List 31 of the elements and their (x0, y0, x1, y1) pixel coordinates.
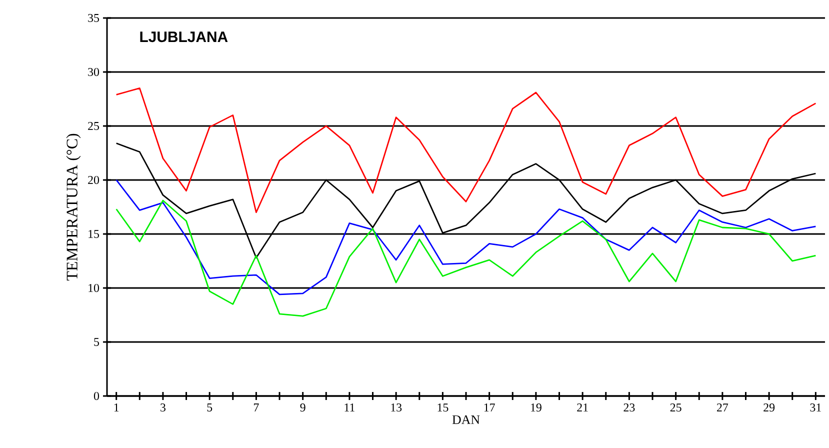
x-tick-label: 15 (438, 404, 448, 412)
x-tick-label: 19 (531, 404, 542, 412)
x-tick-label: 31 (810, 404, 821, 412)
line-series (116, 179, 816, 296)
x-tick-label: 7 (254, 404, 259, 412)
x-tick-label: 23 (624, 404, 635, 412)
x-tick-label: 29 (764, 404, 775, 412)
y-tick-label: 5 (94, 338, 100, 346)
x-tick-label: 5 (207, 404, 212, 412)
x-tick-label: 27 (716, 404, 728, 412)
x-tick-label: 21 (577, 404, 588, 412)
y-tick-label: 15 (88, 230, 100, 238)
y-tick-label: 30 (88, 68, 100, 76)
y-tick-label: 20 (88, 176, 100, 184)
y-tick-label: 35 (88, 14, 100, 22)
line-series (116, 200, 816, 317)
x-tick-label: 11 (344, 404, 354, 412)
x-axis-title: DAN (452, 415, 480, 424)
y-tick-label: 25 (88, 122, 100, 130)
x-tick-label: 13 (391, 404, 402, 412)
line-series (116, 87, 816, 214)
text: LJUBLJANA (140, 32, 228, 42)
x-tick-label: 9 (300, 404, 306, 412)
x-tick-label: 1 (114, 404, 119, 412)
x-tick-label: 25 (670, 404, 682, 412)
x-tick-label: 17 (484, 404, 495, 412)
y-axis-title: TEMPERATURA (°C) (66, 134, 81, 281)
y-tick-label: 10 (88, 284, 100, 292)
line-series (116, 142, 816, 258)
y-tick-label: 0 (94, 392, 100, 400)
x-tick-label: 3 (160, 404, 166, 412)
